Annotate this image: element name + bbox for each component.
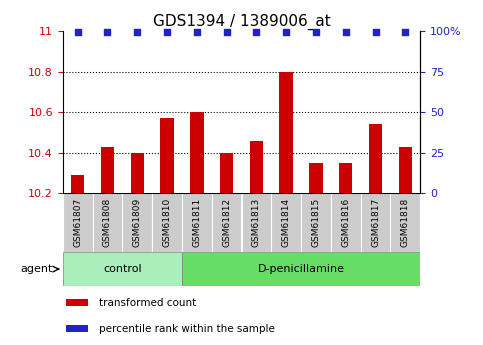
Point [163,29,171,34]
Bar [130,152,144,193]
Text: transformed count: transformed count [99,298,196,308]
Point [372,29,380,34]
Point [104,29,112,34]
Bar [122,193,152,252]
Bar [309,163,323,193]
Point [282,29,290,34]
Text: D-penicillamine: D-penicillamine [257,264,344,274]
Text: GSM61817: GSM61817 [371,198,380,247]
Bar [212,193,242,252]
Bar [66,325,88,332]
Point [74,29,82,34]
Text: GSM61813: GSM61813 [252,198,261,247]
Bar [369,124,382,193]
Text: percentile rank within the sample: percentile rank within the sample [99,324,274,334]
Bar [242,193,271,252]
Bar [220,152,233,193]
Bar [390,193,420,252]
Text: agent: agent [21,264,53,274]
Title: GDS1394 / 1389006_at: GDS1394 / 1389006_at [153,13,330,30]
Bar [160,118,174,193]
Text: GSM61811: GSM61811 [192,198,201,247]
Point [133,29,141,34]
Text: GSM61809: GSM61809 [133,198,142,247]
Bar [66,299,88,306]
Bar [271,193,301,252]
Bar [190,112,203,193]
Text: GSM61814: GSM61814 [282,198,291,247]
Bar [101,147,114,193]
Text: GSM61812: GSM61812 [222,198,231,247]
Text: GSM61807: GSM61807 [73,198,82,247]
Text: control: control [103,264,142,274]
Bar [301,193,331,252]
Text: GSM61816: GSM61816 [341,198,350,247]
Bar [71,175,85,193]
Text: GSM61810: GSM61810 [163,198,171,247]
Bar [339,163,353,193]
Point [253,29,260,34]
Text: GSM61808: GSM61808 [103,198,112,247]
Bar [152,193,182,252]
Point [342,29,350,34]
Bar [182,193,212,252]
Bar [63,252,182,286]
Point [312,29,320,34]
Text: GSM61818: GSM61818 [401,198,410,247]
Bar [398,147,412,193]
Point [193,29,201,34]
Bar [331,193,361,252]
Bar [280,71,293,193]
Point [223,29,230,34]
Text: GSM61815: GSM61815 [312,198,320,247]
Bar [93,193,122,252]
Bar [361,193,390,252]
Bar [250,140,263,193]
Bar [63,193,93,252]
Point [401,29,409,34]
Bar [182,252,420,286]
